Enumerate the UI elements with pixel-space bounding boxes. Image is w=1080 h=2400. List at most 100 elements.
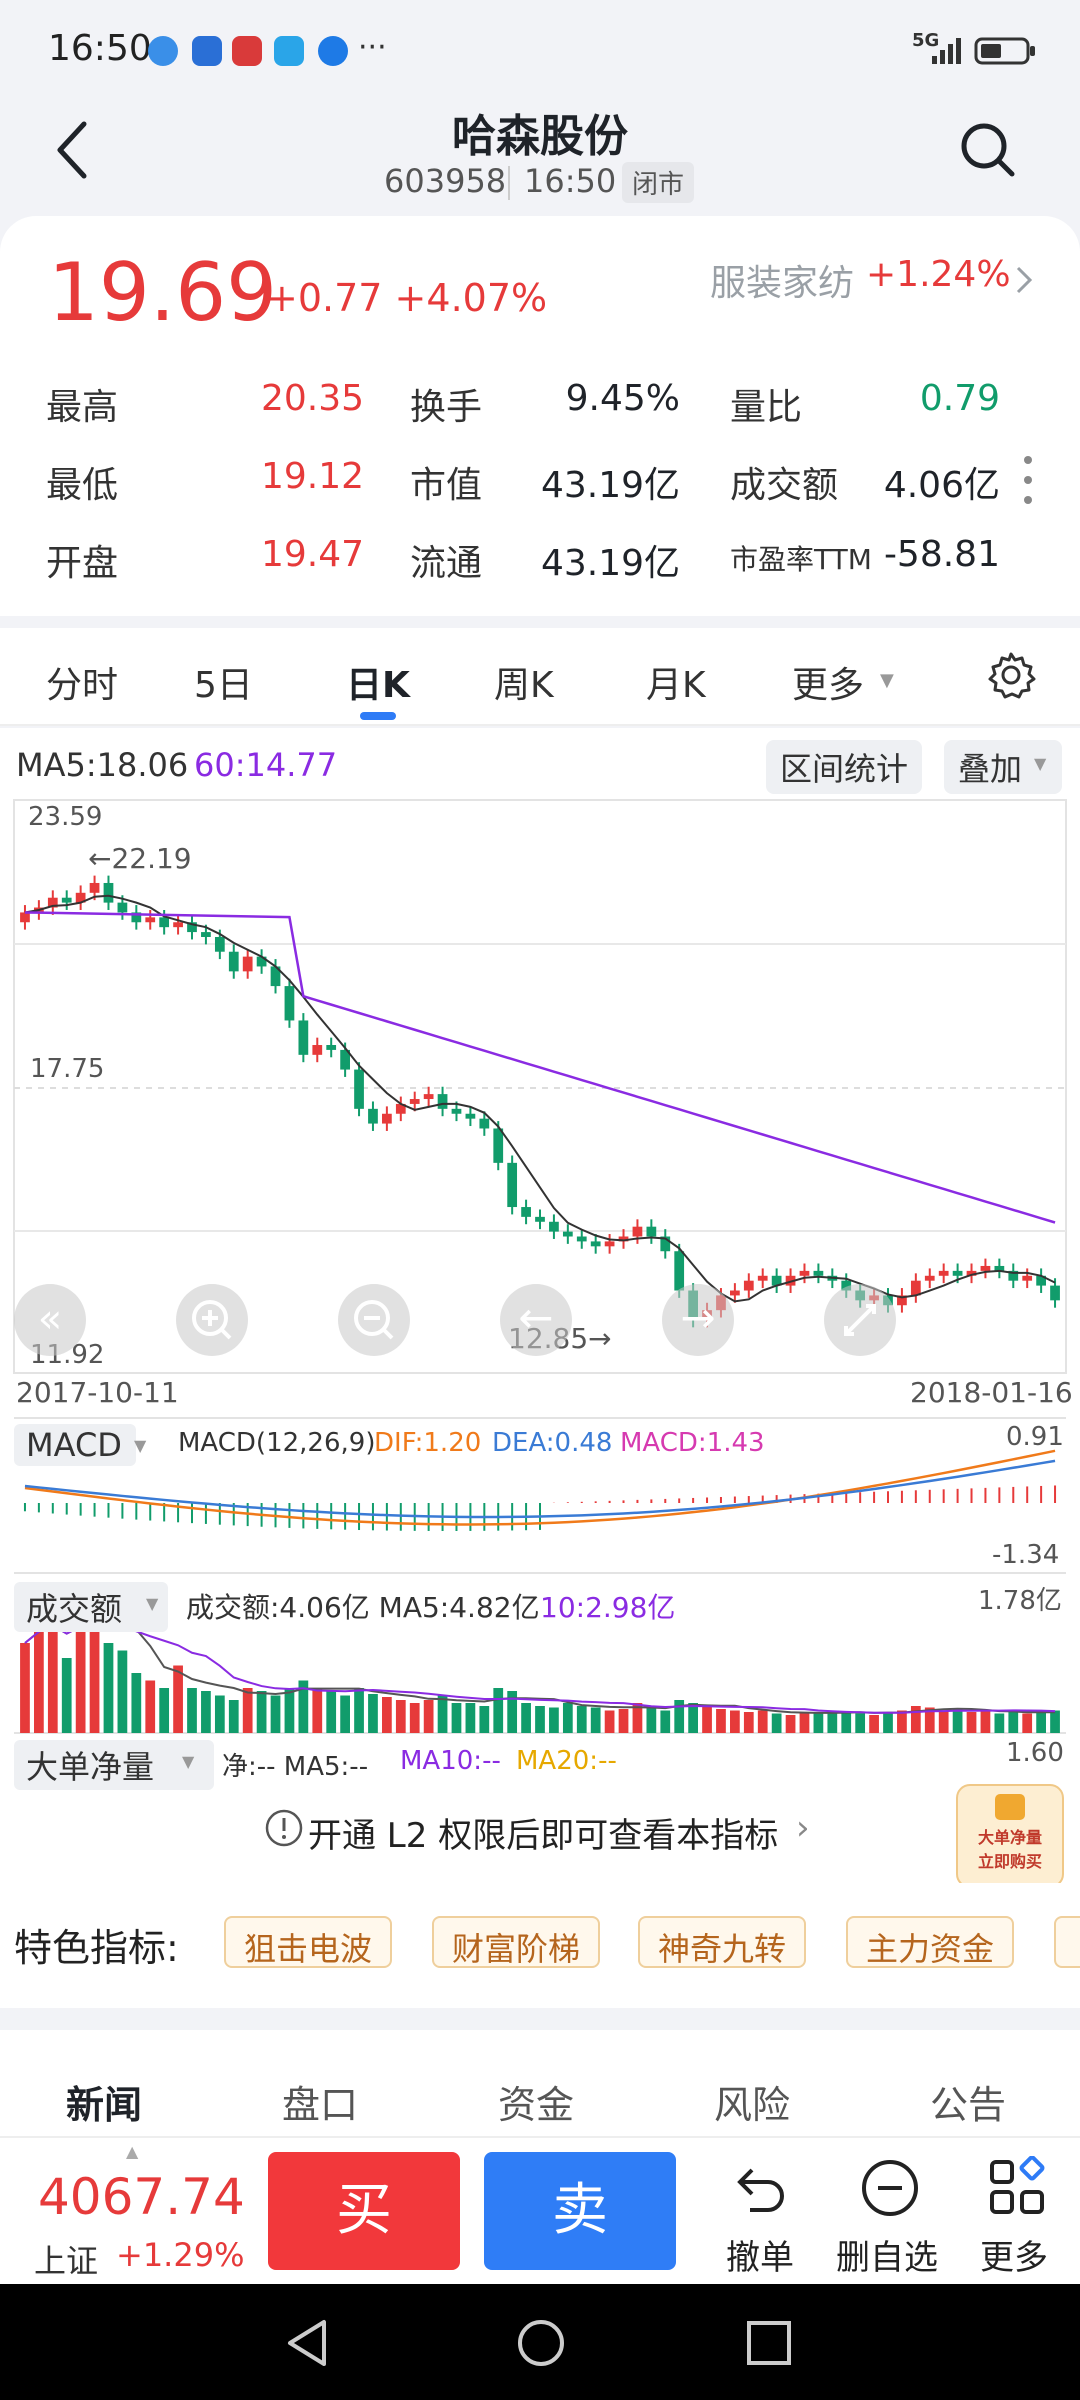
remove-watchlist-icon[interactable]: [858, 2156, 922, 2220]
volume-ratio-label: 量比: [730, 387, 803, 428]
candle-body: [89, 882, 100, 893]
volume-bar: [702, 1706, 712, 1733]
pe-label: 市盈率TTM: [730, 543, 872, 576]
candle-body: [131, 912, 142, 923]
volume-bars: [20, 1583, 1060, 1733]
candle-body: [966, 1270, 977, 1276]
search-icon[interactable]: [956, 118, 1020, 182]
buy-button[interactable]: 买: [268, 2152, 460, 2270]
candle-body: [270, 966, 281, 987]
feature-chip-partial[interactable]: [1054, 1916, 1080, 1968]
grid-more-icon[interactable]: [986, 2156, 1050, 2220]
volume-bar: [187, 1688, 197, 1733]
volume-bar: [479, 1706, 490, 1733]
candle-body: [618, 1236, 629, 1242]
nav-home-icon[interactable]: [516, 2318, 566, 2368]
big-order-ma20: MA20:--: [516, 1746, 617, 1776]
chart-tabs: 分时 5日 日K 周K 月K 更多 ▼: [0, 628, 1080, 726]
open-value: 19.47: [260, 534, 364, 575]
tab-intraday[interactable]: 分时: [46, 665, 119, 706]
market-cap-label: 市值: [410, 465, 483, 506]
big-order-indicator-select[interactable]: 大单净量: [14, 1740, 215, 1790]
volume-bar: [549, 1707, 559, 1733]
more-label[interactable]: 更多: [980, 2238, 1048, 2278]
kline-chart[interactable]: [0, 728, 1080, 1883]
tab-news[interactable]: 新闻: [66, 2083, 143, 2127]
more-vertical-icon[interactable]: [1018, 452, 1038, 508]
back-arrow-icon[interactable]: [54, 118, 94, 182]
nav-back-icon[interactable]: [282, 2318, 332, 2368]
feature-chip[interactable]: 主力资金: [846, 1916, 1015, 1968]
l2-purchase-badge[interactable]: 大单净量 立即购买: [956, 1784, 1064, 1888]
zoom-out-icon[interactable]: [338, 1284, 410, 1356]
divider: [508, 166, 510, 200]
candle-body: [771, 1275, 782, 1286]
volume-bar: [980, 1710, 991, 1733]
volume-bar: [1036, 1712, 1046, 1733]
big-order-ma10: MA10:--: [400, 1746, 501, 1776]
overlay-button[interactable]: 叠加: [944, 740, 1063, 794]
zoom-in-icon[interactable]: [176, 1284, 248, 1356]
tab-more[interactable]: 更多: [792, 665, 865, 706]
tab-risk[interactable]: 风险: [714, 2083, 791, 2127]
candle-body: [535, 1216, 545, 1222]
industry-link[interactable]: 服装家纺: [710, 263, 855, 304]
volume-bar: [34, 1620, 44, 1733]
pan-right-icon[interactable]: →: [662, 1284, 734, 1356]
tab-funds[interactable]: 资金: [498, 2083, 575, 2127]
header: 哈森股份 603958 16:50 闭市: [0, 100, 1080, 210]
macd-caret-icon: ▼: [134, 1436, 147, 1455]
volume-indicator-select[interactable]: 成交额: [14, 1582, 169, 1632]
candle-body: [743, 1280, 754, 1291]
volume-bar: [173, 1665, 183, 1733]
volume-bar: [493, 1688, 504, 1733]
volume-bar: [1008, 1712, 1019, 1733]
volume-bar: [716, 1709, 726, 1733]
fullscreen-icon[interactable]: [824, 1284, 896, 1356]
volume-bar: [590, 1707, 601, 1733]
tab-daily-k[interactable]: 日K: [346, 665, 410, 706]
undo-icon[interactable]: [728, 2156, 792, 2220]
volume-bar: [618, 1709, 629, 1733]
ma5-label: MA5:18.06: [16, 746, 189, 784]
volume-ma10-line: [24, 1618, 1056, 1714]
feature-chip[interactable]: 狙击电波: [224, 1916, 393, 1968]
candle-body: [326, 1045, 337, 1050]
candle-body: [799, 1270, 810, 1276]
change-pct: +4.07%: [394, 276, 548, 320]
tab-monthly-k[interactable]: 月K: [646, 665, 706, 706]
tab-weekly-k[interactable]: 周K: [494, 665, 554, 706]
volume-caret-icon: ▼: [146, 1594, 159, 1613]
sell-button[interactable]: 卖: [484, 2152, 676, 2270]
scroll-to-start-icon[interactable]: «: [14, 1284, 86, 1356]
turnover-value: 9.45%: [565, 378, 680, 419]
candle-body: [75, 892, 86, 903]
tab-orderbook[interactable]: 盘口: [282, 2083, 359, 2127]
dif-line: [24, 1449, 1056, 1526]
tab-5day[interactable]: 5日: [194, 665, 253, 706]
ma60-label: 60:14.77: [194, 746, 338, 784]
volume-top-label: 1.78亿: [978, 1586, 1062, 1616]
volume-bar: [897, 1710, 907, 1733]
index-value[interactable]: 4067.74: [38, 2168, 245, 2226]
volume-bar: [883, 1712, 893, 1733]
volume-bar: [214, 1695, 225, 1733]
features-label: 特色指标:: [14, 1926, 179, 1970]
chevron-right-icon[interactable]: [1012, 264, 1036, 296]
range-stats-button[interactable]: 区间统计: [766, 740, 923, 794]
settings-gear-icon[interactable]: [986, 650, 1036, 700]
candle-body: [20, 912, 30, 923]
remove-watchlist-label[interactable]: 删自选: [836, 2238, 938, 2278]
nav-recents-icon[interactable]: [744, 2318, 794, 2368]
status-time: 16:50: [48, 28, 152, 69]
feature-chip[interactable]: 神奇九转: [638, 1916, 807, 1968]
l2-unlock-link[interactable]: 开通 L2 权限后即可查看本指标: [308, 1816, 779, 1856]
cancel-order-label[interactable]: 撤单: [726, 2238, 794, 2278]
candle-body: [674, 1251, 685, 1291]
tab-announcements[interactable]: 公告: [930, 2083, 1007, 2127]
feature-chip[interactable]: 财富阶梯: [432, 1916, 601, 1968]
pan-left-icon[interactable]: ←: [500, 1284, 572, 1356]
battery-icon: [974, 37, 1035, 65]
app-icon: [148, 36, 178, 66]
macd-indicator-select[interactable]: MACD: [14, 1424, 136, 1466]
